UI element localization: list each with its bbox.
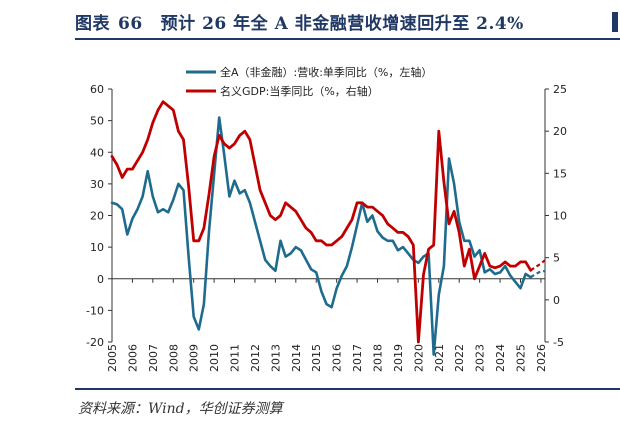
right-y-tick-label: 20 [553,125,567,138]
x-tick-label: 2011 [229,344,242,372]
right-y-tick-label: 10 [553,210,567,223]
x-tick-label: 2016 [331,344,344,372]
figure-title-bar: 图表 66 预计 26 年全 A 非金融营收增速回升至 2.4% [75,0,620,40]
right-y-tick-label: 15 [553,167,567,180]
x-tick-label: 2020 [412,344,425,372]
series-line-revenue [110,116,533,356]
chart-series-layer [110,100,546,356]
left-y-tick-label: 40 [90,146,104,159]
x-tick-label: 2005 [106,344,119,372]
right-y-tick-label: -5 [553,336,564,349]
x-tick-label: 2018 [372,344,385,372]
left-y-tick-label: 50 [90,115,104,128]
x-tick-label: 2012 [249,344,262,372]
x-tick-label: 2021 [433,344,446,372]
figure-label: 图表 [75,14,110,34]
source-note: 资料来源：Wind，华创证券测算 [78,401,283,417]
x-tick-label: 2010 [208,344,221,372]
x-tick-label: 2006 [126,344,139,372]
figure-number: 66 [118,14,143,34]
forecast-line-revenue [530,270,545,279]
next-figure-edge-mark [612,12,618,32]
x-tick-label: 2022 [453,344,466,372]
left-y-tick-label: -10 [86,304,104,317]
legend-label-revenue: 全A（非金融）:营收:单季同比（%，左轴） [220,65,432,79]
left-y-tick-label: 0 [97,273,104,286]
chart-legend: 全A（非金融）:营收:单季同比（%，左轴） 名义GDP:当季同比（%，右轴） [186,65,432,98]
x-tick-label: 2008 [167,344,180,372]
forecast-line-gdp [530,259,546,272]
x-tick-label: 2023 [474,344,487,372]
left-y-tick-label: 60 [90,83,104,96]
x-tick-label: 2014 [290,344,303,372]
left-y-tick-label: -20 [86,336,104,349]
left-y-tick-label: 20 [90,210,104,223]
x-tick-label: 2026 [535,344,548,372]
source-divider [75,388,620,390]
right-y-tick-label: 5 [553,252,560,265]
left-y-tick-label: 10 [90,241,104,254]
left-y-tick-label: 30 [90,178,104,191]
x-tick-label: 2019 [392,344,405,372]
x-tick-label: 2024 [494,344,507,372]
x-tick-label: 2007 [147,344,160,372]
right-y-tick-label: 0 [553,294,560,307]
series-line-gdp [110,100,533,344]
x-tick-label: 2015 [310,344,323,372]
x-tick-label: 2009 [188,344,201,372]
x-tick-label: 2013 [269,344,282,372]
x-tick-label: 2025 [514,344,527,372]
figure-title-text: 预计 26 年全 A 非金融营收增速回升至 2.4% [160,14,524,34]
legend-label-gdp: 名义GDP:当季同比（%，右轴） [220,84,379,98]
figure-title: 图表 66 预计 26 年全 A 非金融营收增速回升至 2.4% [75,9,524,34]
x-tick-label: 2017 [351,344,364,372]
right-y-tick-label: 25 [553,83,567,96]
